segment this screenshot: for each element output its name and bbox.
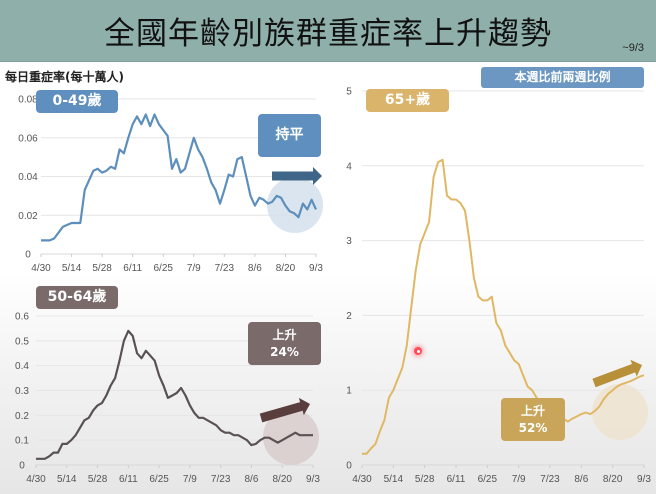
x-tick-label: 6/25 xyxy=(478,474,498,485)
recent-period-highlight xyxy=(263,409,319,465)
x-tick-label: 8/20 xyxy=(603,474,623,485)
x-tick-label: 6/11 xyxy=(447,474,466,485)
trend-label: 持平 xyxy=(275,127,304,143)
data-line xyxy=(36,329,313,460)
y-tick-label: 0.5 xyxy=(15,336,29,347)
x-tick-label: 8/6 xyxy=(244,474,258,485)
age-group-badge-0-49: 0-49歲 xyxy=(36,90,118,113)
y-tick-label: 3 xyxy=(346,236,352,247)
trend-percent: 52% xyxy=(518,420,548,435)
title-banner: 全國年齡別族群重症率上升趨勢 ~9/3 xyxy=(0,0,656,62)
x-tick-label: 4/30 xyxy=(26,474,46,485)
x-tick-label: 7/23 xyxy=(540,474,560,485)
x-tick-label: 4/30 xyxy=(352,474,372,485)
y-tick-label: 0.6 xyxy=(15,312,29,323)
trend-arrow-icon xyxy=(259,397,311,423)
x-tick-label: 4/30 xyxy=(31,263,51,274)
y-tick-label: 0 xyxy=(25,250,31,261)
y-tick-label: 0 xyxy=(346,461,352,472)
trend-badge-0-49: 持平 xyxy=(258,114,321,157)
x-tick-label: 6/11 xyxy=(119,474,138,485)
recent-period-highlight xyxy=(592,384,648,440)
x-tick-label: 7/23 xyxy=(215,263,235,274)
x-tick-label: 9/3 xyxy=(306,474,320,485)
y-tick-label: 4 xyxy=(346,161,352,172)
x-tick-label: 7/9 xyxy=(187,263,201,274)
trend-label: 上升 xyxy=(272,327,297,342)
date-range-label: ~9/3 xyxy=(622,42,644,54)
data-line xyxy=(362,158,645,455)
trend-percent: 24% xyxy=(270,344,299,359)
x-tick-label: 9/3 xyxy=(637,474,651,485)
trend-arrow-icon xyxy=(272,167,322,185)
x-tick-label: 5/14 xyxy=(62,263,82,274)
x-tick-label: 9/3 xyxy=(309,263,323,274)
comparison-note-badge: 本週比前兩週比例 xyxy=(481,67,644,88)
y-tick-label: 0.08 xyxy=(18,95,38,106)
x-tick-label: 7/23 xyxy=(211,474,231,485)
y-tick-label: 1 xyxy=(346,386,352,397)
x-tick-label: 8/20 xyxy=(276,263,296,274)
age-group-badge-50-64: 50-64歲 xyxy=(36,286,118,309)
y-tick-label: 0.3 xyxy=(15,386,29,397)
age-group-badge-65-plus: 65+歲 xyxy=(366,89,449,112)
trend-badge-65-plus: 上升 52% xyxy=(501,398,565,441)
page-title: 全國年齡別族群重症率上升趨勢 xyxy=(104,16,552,52)
mouse-cursor-indicator xyxy=(414,347,422,355)
x-tick-label: 8/20 xyxy=(272,474,292,485)
y-tick-label: 0.02 xyxy=(18,211,38,222)
y-tick-label: 0.06 xyxy=(18,133,38,144)
x-tick-label: 5/28 xyxy=(88,474,108,485)
y-axis-title: 每日重症率(每十萬人) xyxy=(5,70,124,84)
x-tick-label: 6/25 xyxy=(149,474,169,485)
x-tick-label: 5/28 xyxy=(92,263,112,274)
x-tick-label: 7/9 xyxy=(512,474,526,485)
trend-label: 上升 xyxy=(520,403,545,418)
x-tick-label: 6/25 xyxy=(153,263,173,274)
y-tick-label: 0.1 xyxy=(15,436,29,447)
x-tick-label: 5/14 xyxy=(57,474,77,485)
x-tick-label: 5/28 xyxy=(415,474,435,485)
x-tick-label: 8/6 xyxy=(574,474,588,485)
x-tick-label: 5/14 xyxy=(384,474,404,485)
y-tick-label: 0.2 xyxy=(15,411,29,422)
trend-arrow-icon xyxy=(592,359,643,388)
x-tick-label: 6/11 xyxy=(123,263,142,274)
y-tick-label: 2 xyxy=(346,311,352,322)
data-line xyxy=(41,113,317,242)
x-tick-label: 7/9 xyxy=(183,474,197,485)
trend-badge-50-64: 上升 24% xyxy=(248,322,321,365)
y-tick-label: 0 xyxy=(19,461,25,472)
y-tick-label: 0.4 xyxy=(15,361,29,372)
recent-period-highlight xyxy=(267,177,323,233)
y-tick-label: 0.04 xyxy=(18,172,38,183)
y-tick-label: 5 xyxy=(346,87,352,98)
x-tick-label: 8/6 xyxy=(248,263,262,274)
